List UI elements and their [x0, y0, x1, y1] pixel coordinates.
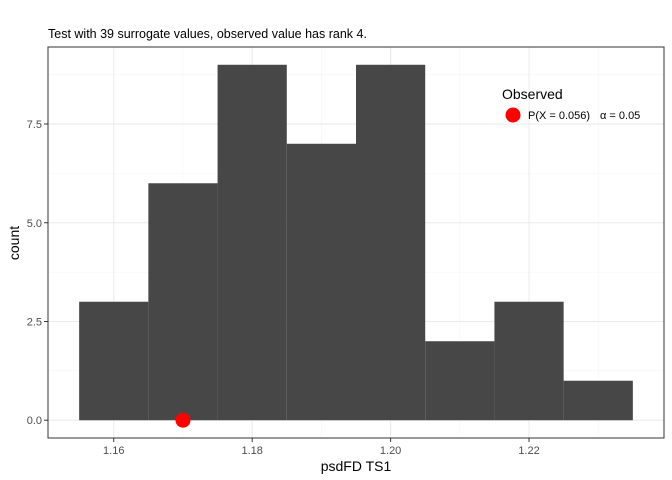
histogram-bar-4 — [286, 143, 356, 421]
legend-title: Observed — [502, 86, 563, 102]
y-tick-label: 0.0 — [27, 415, 42, 427]
observed-point — [175, 412, 191, 428]
legend-label-probability: P(X = 0.056) — [528, 110, 590, 122]
observed-points — [175, 412, 191, 428]
legend-label-alpha: α = 0.05 — [600, 110, 640, 122]
x-axis-title: psdFD TS1 — [321, 458, 392, 474]
legend-key-observed — [505, 107, 521, 123]
y-tick-label: 2.5 — [27, 316, 42, 328]
x-tick-label: 1.22 — [518, 445, 539, 457]
x-tick-label: 1.16 — [103, 445, 124, 457]
histogram-bar-7 — [494, 301, 564, 421]
y-axis-ticks: 0.0 2.5 5.0 7.5 — [27, 119, 48, 427]
y-tick-label: 7.5 — [27, 119, 42, 131]
y-axis-title: count — [6, 226, 22, 260]
x-tick-label: 1.20 — [380, 445, 401, 457]
panel-border — [47, 46, 665, 439]
histogram-bar-8 — [563, 380, 633, 421]
histogram-bars — [79, 64, 633, 421]
histogram-bar-3 — [217, 64, 287, 421]
histogram-bar-6 — [425, 341, 495, 421]
histogram-bar-1 — [79, 301, 149, 421]
x-axis-ticks: 1.16 1.18 1.20 1.22 — [103, 438, 540, 457]
legend: Observed P(X = 0.056) α = 0.05 — [502, 86, 640, 123]
histogram-bar-2 — [148, 183, 218, 421]
x-tick-label: 1.18 — [241, 445, 262, 457]
histogram-bar-5 — [356, 64, 426, 421]
y-tick-label: 5.0 — [27, 218, 42, 230]
chart-title: Test with 39 surrogate values, observed … — [48, 27, 367, 41]
